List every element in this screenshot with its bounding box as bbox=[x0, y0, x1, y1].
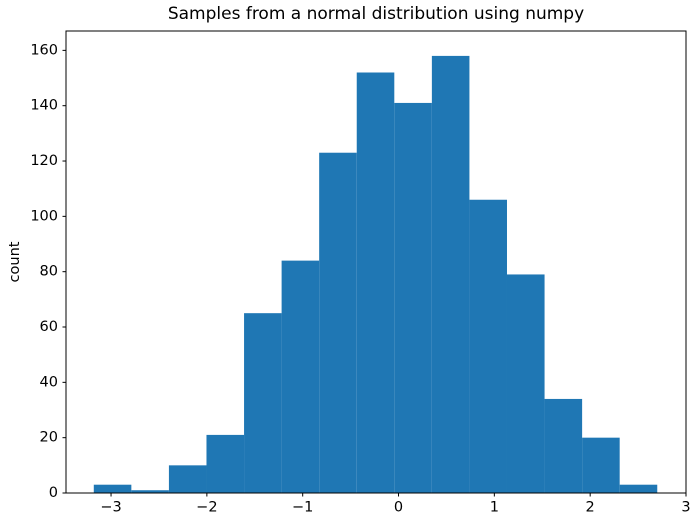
x-tick-label: −2 bbox=[196, 500, 217, 516]
histogram-bar bbox=[131, 490, 169, 493]
histogram-bar bbox=[206, 434, 245, 493]
y-tick-label: 160 bbox=[30, 42, 58, 58]
y-tick-label: 40 bbox=[40, 374, 58, 390]
x-tick-label: 3 bbox=[681, 500, 690, 516]
x-tick-label: 2 bbox=[586, 500, 595, 516]
histogram-bar bbox=[469, 199, 507, 493]
histogram-bar bbox=[93, 484, 132, 493]
histogram-bar bbox=[356, 72, 395, 493]
histogram-bar bbox=[319, 152, 357, 493]
y-tick-label: 80 bbox=[40, 264, 58, 280]
y-tick-label: 0 bbox=[49, 485, 58, 501]
histogram-bar bbox=[582, 437, 620, 493]
histogram-bar bbox=[431, 55, 470, 494]
y-tick-label: 20 bbox=[40, 430, 58, 446]
histogram-bar bbox=[244, 313, 282, 493]
x-tick-label: −3 bbox=[100, 500, 121, 516]
histogram-bar bbox=[281, 260, 320, 493]
histogram-bar bbox=[168, 465, 207, 493]
histogram-bar bbox=[507, 274, 545, 493]
y-tick-label: 100 bbox=[30, 208, 58, 224]
axes-border bbox=[65, 30, 687, 494]
histogram-bar bbox=[619, 484, 658, 493]
y-tick-label: 120 bbox=[30, 153, 58, 169]
x-tick-label: −1 bbox=[292, 500, 313, 516]
chart-title: Samples from a normal distribution using… bbox=[167, 4, 585, 24]
y-axis-label: count bbox=[7, 241, 23, 283]
histogram-bar bbox=[394, 102, 432, 494]
y-tick-label: 140 bbox=[30, 98, 58, 114]
x-tick-label: 1 bbox=[490, 500, 499, 516]
x-tick-label: 0 bbox=[394, 500, 403, 516]
y-tick-label: 60 bbox=[40, 319, 58, 335]
histogram-bar bbox=[544, 398, 583, 493]
